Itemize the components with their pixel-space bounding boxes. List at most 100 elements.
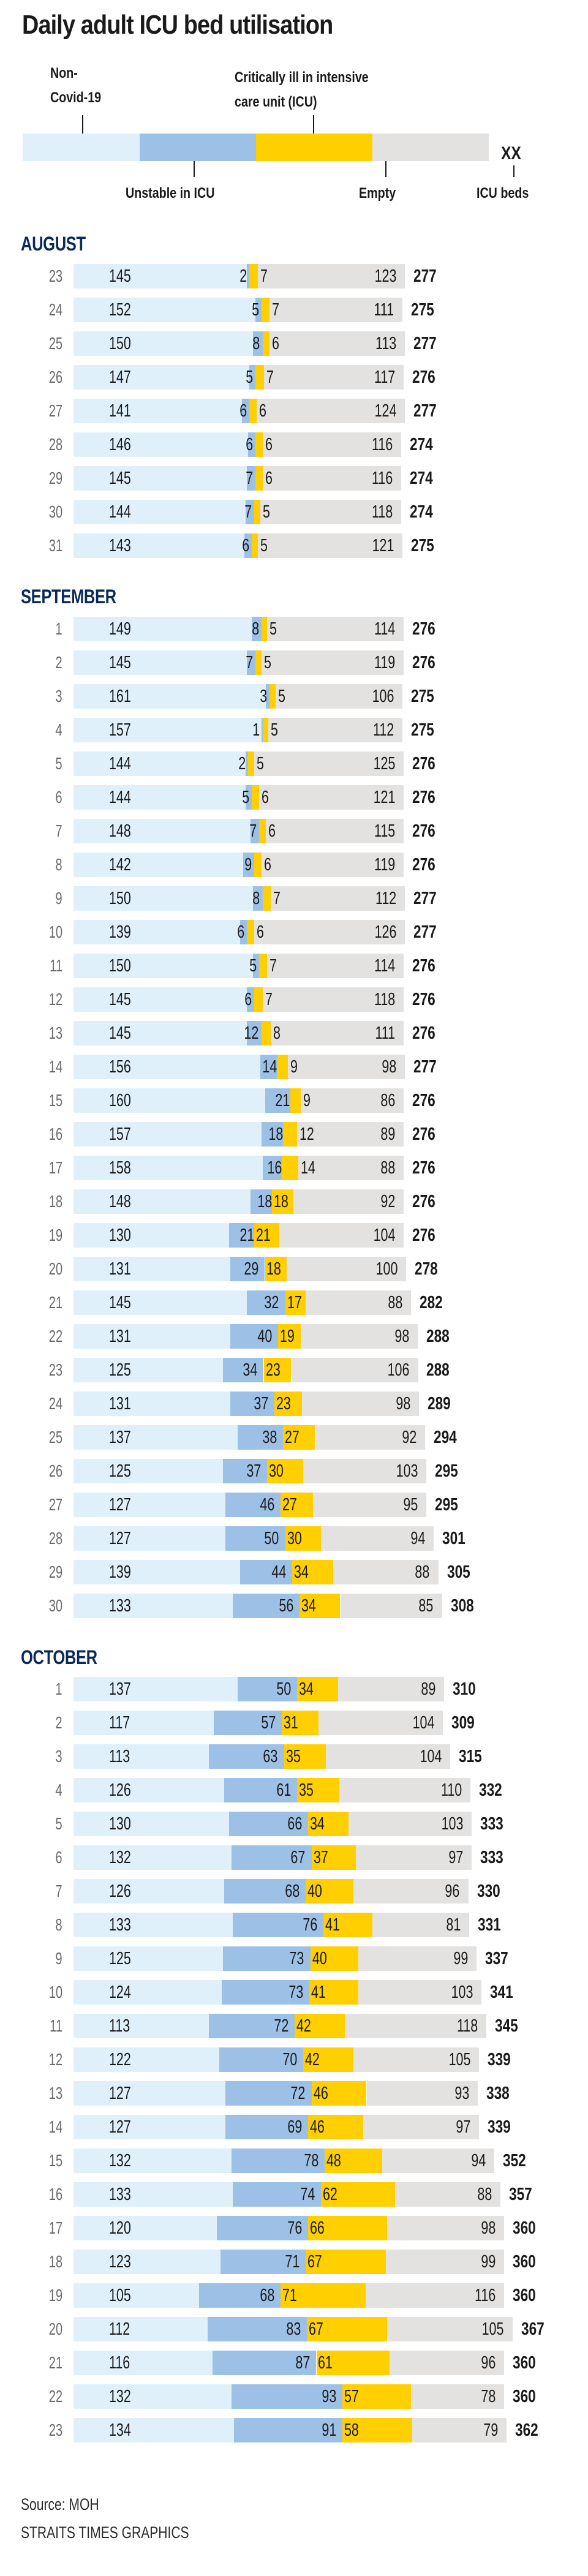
bar-segment-critical: [254, 987, 263, 1012]
bar-segment-empty: [279, 1223, 404, 1248]
bar-row: 20 131 29 18 100 278: [0, 1257, 588, 1281]
value-label-unstable: 1: [252, 720, 260, 740]
bar-row: 26 125 37 30 103 295: [0, 1459, 588, 1483]
month-heading: OCTOBER: [21, 1646, 97, 1668]
bar-segment-critical: [297, 1778, 339, 1802]
bar-segment-critical: [272, 1189, 294, 1214]
value-label-non-covid: 131: [109, 1327, 131, 1346]
date-label: 11: [50, 956, 62, 975]
bar-segment-non-covid: [74, 1711, 214, 1735]
value-label-unstable: 6: [239, 401, 247, 421]
bar-segment-non-covid: [74, 987, 247, 1012]
value-label-critical: 6: [265, 469, 273, 488]
value-label-unstable: 46: [260, 1495, 274, 1515]
bar-segment-critical: [249, 399, 257, 423]
date-label: 26: [48, 367, 62, 386]
total-beds-label: 276: [412, 1023, 435, 1043]
bar-row: 3 161 3 5 106 275: [0, 684, 588, 709]
value-label-critical: 23: [276, 1394, 291, 1414]
bar-segment-empty: [261, 853, 404, 877]
date-label: 14: [48, 2117, 62, 2136]
total-beds-label: 276: [412, 956, 435, 976]
bar-segment-critical: [285, 1526, 322, 1551]
value-label-unstable: 73: [289, 1949, 304, 1968]
value-label-empty: 104: [412, 1713, 435, 1733]
bar-segment-unstable: [247, 650, 255, 675]
bar-segment-unstable: [230, 1392, 275, 1416]
value-label-critical: 7: [266, 367, 274, 387]
bar-segment-non-covid: [74, 1088, 265, 1113]
bar-segment-critical: [262, 331, 270, 356]
value-label-empty: 103: [396, 1461, 418, 1481]
total-beds-label: 277: [413, 401, 437, 421]
bar-row: 9 125 73 40 99 337: [0, 1946, 588, 1971]
value-label-empty: 115: [374, 821, 396, 841]
legend-tick-unstable: [194, 161, 195, 177]
bar-segment-non-covid: [74, 533, 245, 558]
total-beds-label: 276: [412, 1226, 435, 1245]
total-beds-label: 276: [412, 754, 435, 774]
value-label-unstable: 37: [254, 1394, 269, 1414]
value-label-empty: 98: [382, 1057, 396, 1077]
bar-segment-empty: [339, 1778, 471, 1802]
value-label-critical: 27: [282, 1495, 297, 1515]
value-label-critical: 40: [312, 1949, 327, 1968]
bar-segment-empty: [267, 617, 404, 641]
value-label-critical: 6: [268, 821, 276, 841]
value-label-empty: 121: [372, 536, 394, 555]
bar-row: 23 134 91 58 79 362: [0, 2418, 588, 2442]
value-label-non-covid: 125: [109, 1949, 131, 1968]
value-label-critical: 46: [309, 2117, 325, 2137]
value-label-non-covid: 147: [109, 367, 131, 387]
bar-segment-critical: [307, 1812, 349, 1836]
total-beds-label: 360: [513, 2353, 536, 2373]
bar-segment-empty: [261, 650, 404, 675]
date-label: 19: [48, 1226, 62, 1245]
value-label-empty: 111: [375, 1023, 396, 1043]
value-label-empty: 98: [396, 1394, 411, 1414]
bar-segment-unstable: [231, 1845, 312, 1870]
bar-segment-unstable: [239, 920, 247, 944]
total-beds-label: 278: [414, 1259, 438, 1279]
value-label-critical: 8: [273, 1023, 281, 1043]
bar-segment-non-covid: [74, 264, 247, 288]
bar-segment-non-covid: [74, 1223, 229, 1248]
total-beds-label: 341: [489, 1983, 513, 2002]
total-beds-label: 305: [447, 1562, 470, 1582]
value-label-non-covid: 132: [109, 2387, 131, 2406]
value-label-empty: 111: [374, 300, 394, 320]
bar-segment-empty: [266, 819, 404, 843]
value-label-empty: 116: [371, 435, 393, 454]
value-label-critical: 66: [309, 2218, 325, 2238]
date-label: 10: [48, 1983, 62, 2002]
value-label-empty: 88: [387, 1293, 402, 1312]
value-label-unstable: 7: [245, 653, 253, 672]
value-label-critical: 9: [290, 1057, 298, 1077]
total-beds-label: 276: [412, 821, 435, 841]
legend-label-line: care unit (ICU): [235, 94, 317, 110]
value-label-empty: 89: [421, 1679, 436, 1699]
bar-segment-critical: [254, 1223, 279, 1248]
value-label-empty: 105: [481, 2319, 504, 2339]
value-label-non-covid: 117: [109, 1713, 130, 1733]
bar-segment-empty: [287, 1055, 405, 1079]
legend-tick-non-covid: [82, 115, 83, 138]
value-label-critical: 34: [301, 1596, 317, 1616]
value-label-empty: 100: [375, 1259, 398, 1279]
date-label: 16: [48, 2185, 62, 2204]
bar-segment-unstable: [244, 533, 252, 558]
bar-row: 25 137 38 27 92 294: [0, 1425, 588, 1450]
date-label: 31: [48, 536, 62, 555]
value-label-non-covid: 125: [109, 1461, 131, 1481]
bar-segment-non-covid: [74, 954, 253, 978]
value-label-unstable: 78: [304, 2151, 319, 2171]
bar-segment-non-covid: [74, 1845, 232, 1870]
bar-segment-unstable: [225, 1526, 285, 1551]
value-label-unstable: 5: [242, 788, 250, 807]
legend-label-non-covid: Non- Covid-19: [50, 61, 101, 110]
total-beds-label: 276: [412, 855, 435, 875]
bar-row: 1 149 8 5 114 276: [0, 617, 588, 641]
value-label-non-covid: 148: [109, 1192, 131, 1211]
value-label-unstable: 67: [290, 1848, 306, 1867]
bar-segment-empty: [293, 1189, 404, 1214]
